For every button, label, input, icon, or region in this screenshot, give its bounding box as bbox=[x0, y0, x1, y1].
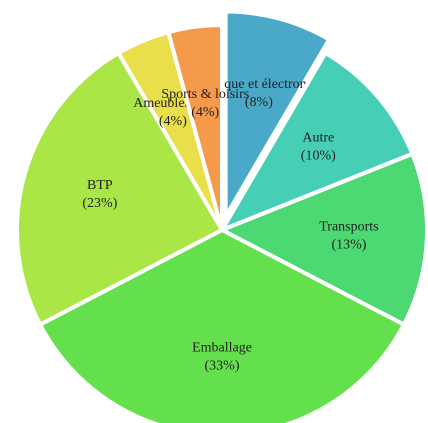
slice bbox=[217, 50, 415, 235]
value-label: (4%) bbox=[191, 105, 219, 120]
slice-label: Sports & loisirs bbox=[161, 87, 249, 102]
slice-label: Autre bbox=[302, 130, 334, 145]
slice bbox=[165, 22, 224, 231]
slice-label: BTP bbox=[87, 178, 113, 193]
slice-label: Emballage bbox=[192, 340, 252, 355]
value-label: (23%) bbox=[82, 196, 117, 211]
value-label: (33%) bbox=[205, 358, 240, 373]
slice bbox=[223, 9, 332, 224]
slice bbox=[15, 50, 225, 328]
value-label: (4%) bbox=[159, 114, 187, 129]
value-label: (10%) bbox=[301, 148, 336, 163]
value-label: (13%) bbox=[331, 238, 366, 253]
slice bbox=[217, 151, 428, 328]
slice-label: Transports bbox=[319, 220, 378, 235]
value-label: (8%) bbox=[245, 95, 273, 110]
